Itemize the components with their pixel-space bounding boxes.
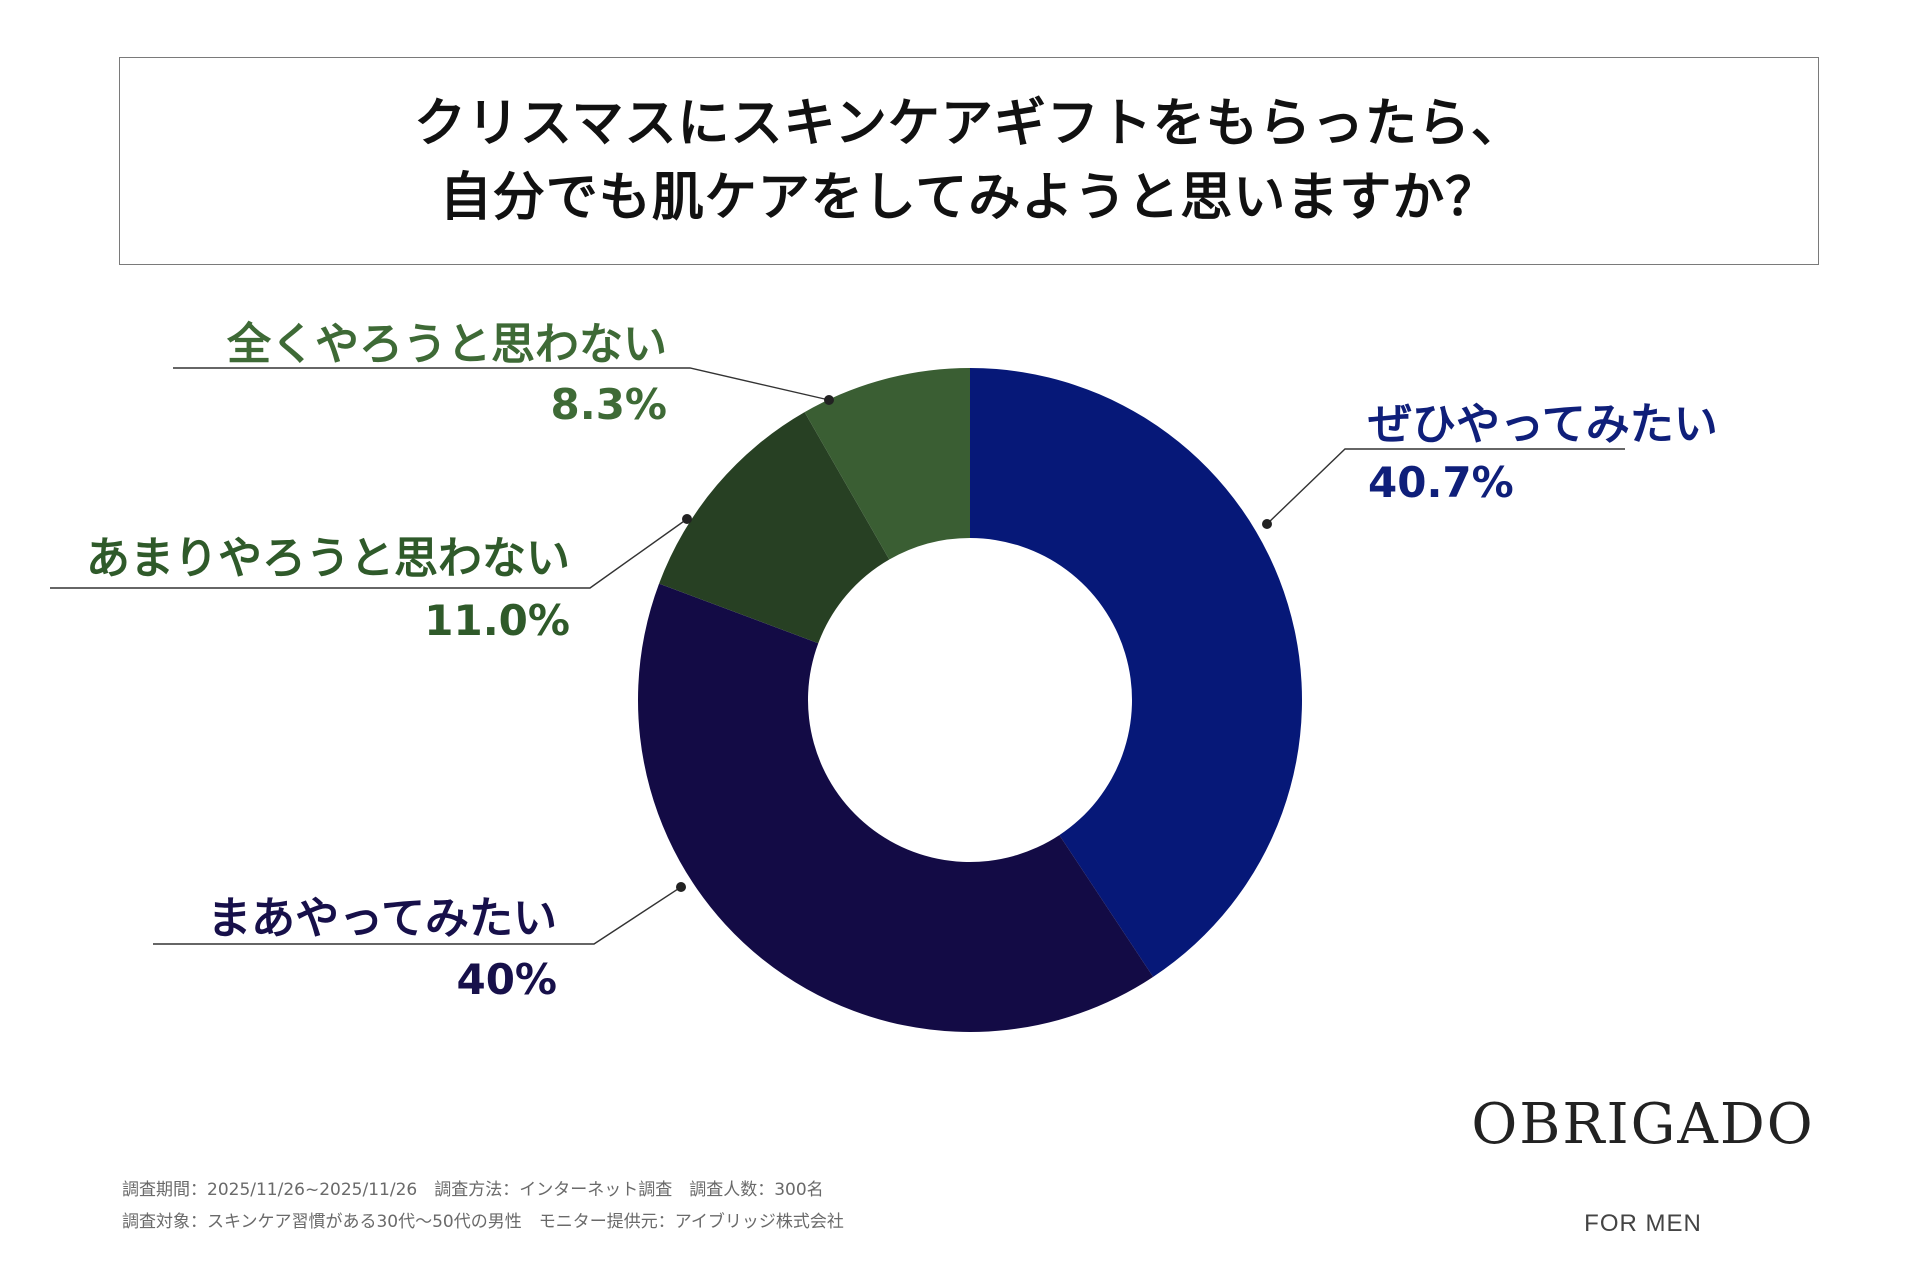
title-box: クリスマスにスキンケアギフトをもらったら、 自分でも肌ケアをしてみようと思います… [119,57,1819,265]
donut-slice-not-at-all [804,368,970,560]
label-slice-definitely: ぜひやってみたい [1368,399,1718,450]
leader-line-somewhat-dot [676,882,686,892]
leader-line-not-at-all-dot [824,395,834,405]
value-label-slice-somewhat: 40% [456,955,557,1004]
value-label-slice-not-at-all: 8.3% [550,380,667,429]
survey-info-line-1: 調査期間：2025/11/26~2025/11/26 調査方法：インターネット調… [122,1180,824,1200]
label-slice-somewhat: まあやってみたい [207,893,557,944]
label-slice-not-really: あまりやろうと思わない [86,533,570,584]
brand-subtitle: FOR MEN [1584,1210,1702,1237]
value-label-slice-definitely: 40.7% [1368,458,1514,507]
leader-line-not-really-dot [682,514,692,524]
chart-title-line-2: 自分でも肌ケアをしてみようと思いますか？ [439,168,1499,228]
leader-line-definitely [1266,448,1625,525]
label-slice-not-at-all: 全くやろうと思わない [227,319,667,370]
brand-logo: OBRIGADO [1471,1092,1815,1157]
survey-info-line-2: 調査対象：スキンケア習慣がある30代〜50代の男性 モニター提供元：アイブリッジ… [122,1212,844,1232]
donut-slice-definitely [970,368,1302,977]
donut-slice-not-really [659,412,890,644]
chart-title-line-1: クリスマスにスキンケアギフトをもらったら、 [414,94,1524,154]
value-label-slice-not-really: 11.0% [424,596,570,645]
leader-line-somewhat [153,886,682,945]
leader-line-not-at-all [173,367,830,401]
leader-line-not-really [50,518,688,589]
donut-slice-somewhat [638,583,1154,1032]
leader-line-definitely-dot [1262,519,1272,529]
